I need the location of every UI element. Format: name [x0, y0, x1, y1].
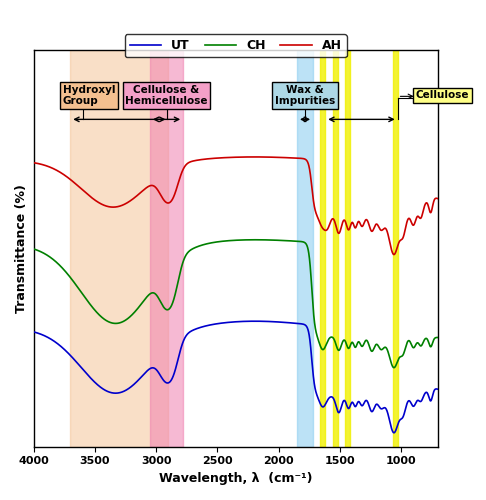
CH — [325, 338, 330, 344]
CH — [201, 242, 207, 248]
Line: CH: CH — [34, 240, 438, 368]
CH — [31, 246, 36, 252]
Legend: UT, CH, AH: UT, CH, AH — [125, 34, 347, 58]
UT — [223, 320, 228, 326]
Bar — [150, 50, 183, 446]
Bar — [297, 50, 313, 446]
Bar — [393, 50, 398, 446]
CH — [391, 364, 397, 370]
AH — [31, 160, 36, 166]
AH — [223, 154, 228, 160]
X-axis label: Wavelength, λ  (cm⁻¹): Wavelength, λ (cm⁻¹) — [159, 472, 312, 485]
CH — [204, 241, 209, 247]
AH — [252, 154, 258, 160]
AH — [435, 196, 441, 202]
Text: Hydroxyl
Group: Hydroxyl Group — [63, 84, 116, 106]
CH — [223, 238, 228, 244]
UT — [403, 405, 409, 411]
Y-axis label: Transmittance (%): Transmittance (%) — [15, 184, 28, 313]
Bar — [345, 50, 350, 446]
Text: Cellulose: Cellulose — [416, 90, 469, 101]
UT — [423, 390, 429, 396]
UT — [201, 324, 207, 330]
AH — [391, 252, 397, 258]
AH — [325, 226, 330, 232]
UT — [204, 322, 209, 328]
AH — [423, 200, 429, 206]
Text: Cellulose &
Hemicellulose: Cellulose & Hemicellulose — [125, 84, 208, 106]
Line: AH: AH — [34, 157, 438, 254]
CH — [252, 237, 258, 243]
UT — [325, 398, 330, 404]
CH — [403, 344, 409, 350]
AH — [403, 224, 409, 230]
UT — [31, 329, 36, 335]
Text: Wax &
Impurities: Wax & Impurities — [275, 84, 335, 106]
UT — [252, 318, 258, 324]
Bar — [70, 50, 168, 446]
UT — [391, 430, 397, 436]
AH — [204, 156, 209, 162]
AH — [201, 156, 207, 162]
CH — [435, 334, 441, 340]
Bar — [332, 50, 338, 446]
Line: UT: UT — [34, 321, 438, 433]
UT — [435, 386, 441, 392]
Bar — [320, 50, 325, 446]
CH — [423, 336, 429, 342]
